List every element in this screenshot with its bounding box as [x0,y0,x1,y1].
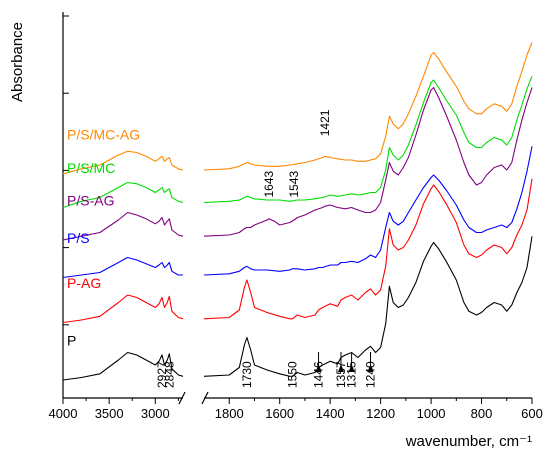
series-line [62,211,184,241]
peak-arrowhead [338,364,345,372]
peak-arrowhead [348,364,355,372]
x-tick-label: 1600 [265,406,294,421]
x-axis-title: wavenumber, cm⁻¹ [405,433,532,450]
peak-label: 1730 [240,361,254,388]
x-tick-label: 600 [521,406,543,421]
x-tick-label: 1800 [215,406,244,421]
series-label: P/S-AG [67,193,114,209]
series-line [62,256,183,279]
x-tick-label: 3500 [95,406,124,421]
series-labels: P P-AG P/S P/S-AG P/S/MC P/S/MC-AG [67,126,140,348]
peak-label: 1421 [318,109,332,136]
y-axis-title: Absorbance [9,22,26,102]
series-line [203,178,533,320]
peak-arrowhead [367,364,374,372]
peak-label: 1446 [312,361,326,388]
x-tick-label: 3000 [141,406,170,421]
series-line [62,181,184,209]
series-line [203,42,533,171]
spectra [62,42,533,381]
x-tick-label: 1400 [316,406,345,421]
axis-break-mark [201,391,209,405]
peak-label: 1543 [287,170,301,197]
series-line [203,146,533,276]
x-tick-label: 4000 [49,406,78,421]
peak-label: 1643 [262,170,276,197]
x-tick-label: 800 [471,406,493,421]
series-line [62,351,184,381]
series-line [203,86,533,237]
peak-label: 1550 [285,361,299,388]
series-label: P [67,333,76,349]
series-label: P/S/MC-AG [67,126,140,142]
x-tick-label: 1000 [417,406,446,421]
series-label: P/S/MC [67,160,115,176]
x-tick-label: 1200 [366,406,395,421]
series-line [203,236,533,377]
series-line [62,150,184,175]
peak-label: 1357 [334,361,348,388]
peak-label: 2848 [162,361,176,388]
peak-label: 2927 [155,361,169,388]
peak-label: 1315 [345,361,359,388]
series-line [203,76,533,204]
series-label: P/S [67,230,90,246]
peak-arrowhead [315,364,322,372]
axis-break-mark [178,391,186,405]
axes: 4000 3500 3000 1800 1600 1400 1200 1000 800 600 [49,12,543,421]
series-line [62,294,184,324]
peak-label: 1240 [364,361,378,388]
series-label: P-AG [67,275,101,291]
